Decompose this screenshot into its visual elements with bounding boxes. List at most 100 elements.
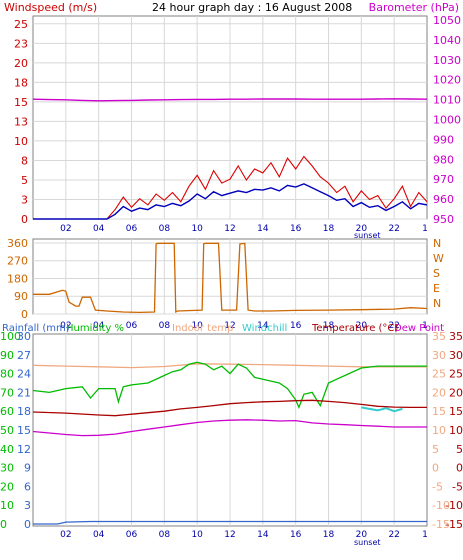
x-tick-label: 22: [388, 224, 399, 234]
rainfall-tick-label: 6: [24, 480, 31, 493]
sunset-label-top: sunset: [354, 231, 381, 240]
windspeed-tick-label: 3: [21, 193, 28, 206]
x-tick-label: 02: [60, 321, 71, 331]
humidity-axis-label: Humidity %: [66, 323, 124, 334]
series-humidity: [32, 361, 427, 410]
x-tick-label: 16: [290, 530, 302, 540]
panel-wind-right-ticks: 950 960 970 980 990 1000 1010 1020 1030 1040 1050: [433, 14, 461, 226]
humidity-tick-label: 80: [0, 368, 14, 381]
x-tick-label: 1: [422, 530, 428, 540]
x-tick-label: 06: [126, 530, 138, 540]
windspeed-tick-label: 10: [14, 135, 28, 148]
x-tick-label: 1: [422, 224, 428, 234]
barometer-tick-label: 980: [433, 153, 454, 166]
indoor-temp-tick-label: 15: [432, 405, 446, 418]
rainfall-axis-label: Rainfall (mm): [2, 323, 70, 334]
x-tick-label: 06: [126, 321, 138, 331]
x-tick-label: 12: [224, 224, 235, 234]
series-indoor: [32, 363, 427, 369]
humidity-tick-label: 30: [0, 462, 14, 475]
temperature-tick-label: 15: [449, 405, 463, 418]
direction-tick-label: 90: [14, 290, 28, 303]
rainfall-tick-label: 9: [24, 462, 31, 475]
dewpoint-axis-label: Dew Point: [394, 323, 444, 334]
chart-title: 24 hour graph day : 16 August 2008: [152, 1, 352, 14]
windchill-legend: Windchill: [242, 323, 287, 334]
temperature-tick-label: 25: [449, 368, 463, 381]
direction-tick-label: 360: [7, 237, 28, 250]
rainfall-tick-label: 3: [24, 499, 31, 512]
indoor-temp-tick-label: 10: [432, 424, 446, 437]
panel-direction-grid: [33, 239, 427, 315]
direction-tick-label: 270: [7, 255, 28, 268]
sunset-label-bottom: sunset: [354, 538, 381, 547]
x-tick-label: 14: [257, 224, 269, 234]
rainfall-tick-label: 30: [17, 330, 31, 343]
indoor-temp-tick-label: 0: [432, 462, 439, 475]
panel-direction-series: [33, 242, 428, 314]
rainfall-tick-label: 24: [17, 368, 31, 381]
humidity-tick-label: 50: [0, 424, 14, 437]
temperature-tick-label: 35: [449, 330, 463, 343]
barometer-tick-label: 1000: [433, 113, 461, 126]
humidity-tick-label: 10: [0, 499, 14, 512]
barometer-tick-label: 960: [433, 193, 454, 206]
windspeed-tick-label: 23: [14, 37, 28, 50]
compass-tick-label: N: [433, 237, 441, 250]
x-tick-label: 04: [93, 530, 105, 540]
x-tick-label: 14: [257, 321, 269, 331]
direction-tick-label: 180: [7, 272, 28, 285]
series-windchill: [361, 406, 403, 413]
series-wind_direction: [33, 242, 428, 314]
windspeed-tick-label: 0: [21, 213, 28, 226]
barometer-tick-label: 1020: [433, 74, 461, 87]
windspeed-tick-label: 8: [21, 154, 28, 167]
indoor-temp-tick-label: 5: [432, 443, 439, 456]
temperature-axis-label: Temperature (°C): [311, 323, 398, 334]
indoor-temp-tick-label: 35: [432, 330, 446, 343]
rainfall-tick-label: 12: [17, 443, 31, 456]
x-tick-label: 02: [60, 530, 71, 540]
barometer-tick-label: 1010: [433, 94, 461, 107]
series-rainfall: [33, 520, 427, 525]
x-tick-label: 20: [356, 530, 368, 540]
humidity-tick-label: 90: [0, 349, 14, 362]
x-tick-label: 10: [191, 224, 203, 234]
compass-tick-label: E: [433, 282, 440, 295]
temperature-tick-label: 20: [449, 386, 463, 399]
windspeed-tick-label: 5: [21, 174, 28, 187]
series-gust: [33, 155, 428, 220]
x-tick-label: 18: [323, 224, 335, 234]
temperature-tick-label: -15: [445, 518, 463, 531]
rainfall-tick-label: 18: [17, 405, 31, 418]
compass-tick-label: S: [433, 267, 440, 280]
indoor-temp-tick-label: -15: [432, 518, 450, 531]
x-tick-label: 22: [388, 321, 399, 331]
panel-wind-series: [32, 98, 428, 220]
panel-wind-grid: [33, 16, 427, 220]
series-barometer: [32, 98, 428, 102]
barometer-tick-label: 1030: [433, 54, 461, 67]
x-tick-label: 10: [191, 321, 203, 331]
rainfall-tick-label: 15: [17, 424, 31, 437]
humidity-tick-label: 70: [0, 386, 14, 399]
humidity-tick-label: 100: [0, 330, 21, 343]
x-tick-label: 16: [290, 321, 302, 331]
x-tick-label: 20: [356, 321, 368, 331]
panel-direction-x-ticks: 02 04 06 08 10 12 14 16 18 20 22 1: [60, 321, 428, 331]
barometer-tick-label: 990: [433, 133, 454, 146]
rainfall-tick-label: 27: [17, 349, 31, 362]
windspeed-axis-label: Windspeed (m/s): [4, 1, 97, 14]
x-tick-label: 18: [323, 321, 335, 331]
x-tick-label: 1: [422, 321, 428, 331]
rainfall-tick-label: 21: [17, 386, 31, 399]
series-dewpoint: [32, 419, 427, 437]
temperature-tick-label: -5: [452, 480, 463, 493]
panel-wind-left-ticks: 0 3 5 8 10 13 15 18 20 23 25: [14, 18, 28, 226]
windspeed-tick-label: 20: [14, 57, 28, 70]
windspeed-tick-label: 13: [14, 115, 28, 128]
